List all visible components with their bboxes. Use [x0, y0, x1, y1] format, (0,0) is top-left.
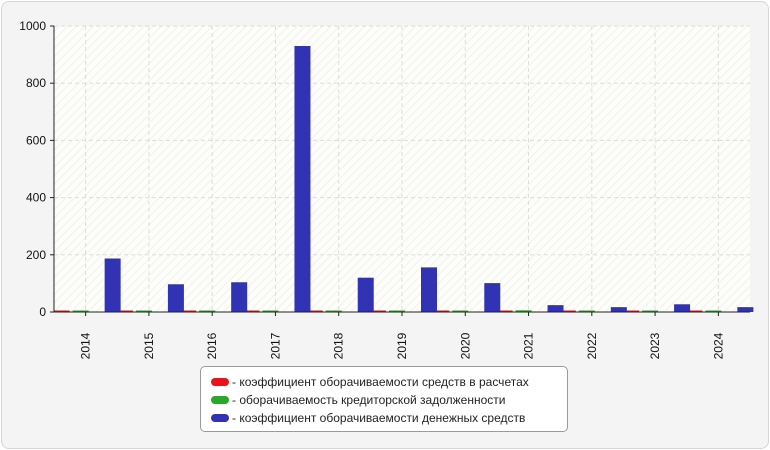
bar-series0-2023 [623, 310, 640, 312]
bar-series0-2024 [686, 310, 703, 312]
grid-lines [54, 25, 750, 312]
bar-series1-2024 [705, 310, 722, 312]
x-axis-ticks: 2014 2015 2016 2017 2018 2019 2020 2021 2022 2023… [79, 312, 725, 359]
bar-series1-2022 [578, 310, 595, 312]
bar-series0-2017 [243, 310, 260, 312]
bar-series2-2018 [357, 277, 374, 312]
legend-item-0: - коэффициент оборачиваемости средств в … [211, 373, 567, 391]
legend-item-2: - коэффициент оборачиваемости денежных с… [211, 409, 567, 427]
bar-series0-2021 [496, 310, 513, 312]
legend-swatch-0 [211, 378, 229, 386]
bar-series1-2016 [199, 310, 216, 312]
bar-series1-2014 [72, 310, 89, 312]
y-tick-label-0: 0 [39, 305, 46, 319]
legend-label-1: - оборачиваемость кредиторской задолженн… [232, 393, 506, 407]
legend: - коэффициент оборачиваемости средств в … [200, 366, 568, 432]
bar-series2-2022 [610, 307, 627, 312]
x-tick-label-10: 2024 [711, 332, 725, 359]
y-axis-ticks: 0 200 400 600 800 1000 [19, 19, 54, 319]
y-tick-label-1: 200 [26, 248, 46, 262]
bar-series2-2024 [737, 307, 754, 312]
bar-series1-2015 [135, 310, 152, 312]
legend-item-1: - оборачиваемость кредиторской задолженн… [211, 391, 567, 409]
bar-series1-2017 [262, 310, 279, 312]
bar-series1-2023 [642, 310, 659, 312]
bar-series0-2022 [559, 310, 576, 312]
x-tick-label-4: 2018 [332, 332, 346, 359]
bar-series2-2020 [484, 283, 501, 312]
bar-series2-2014 [104, 258, 121, 312]
x-tick-label-8: 2022 [585, 332, 599, 359]
legend-swatch-1 [211, 396, 229, 404]
bar-series0-2020 [433, 310, 450, 312]
y-tick-label-2: 400 [26, 191, 46, 205]
bar-series1-2020 [452, 310, 469, 312]
bars [53, 46, 754, 313]
x-tick-label-9: 2023 [648, 332, 662, 359]
x-tick-label-6: 2020 [458, 332, 472, 359]
legend-label-2: - коэффициент оборачиваемости денежных с… [232, 411, 526, 425]
bar-series0-2019 [370, 310, 386, 312]
legend-swatch-2 [211, 414, 229, 422]
bar-series2-2016 [231, 282, 248, 312]
bar-series2-2021 [547, 305, 564, 312]
bar-series1-2021 [515, 310, 532, 312]
bar-series0-2015 [116, 310, 133, 312]
bar-series2-2017 [294, 46, 311, 313]
x-tick-label-0: 2014 [79, 332, 93, 359]
bar-series1-2018 [325, 310, 342, 312]
bar-series2-2023 [674, 304, 691, 312]
bar-series0-2018 [306, 310, 323, 312]
bar-series0-2014 [53, 310, 70, 312]
x-tick-label-2: 2016 [205, 332, 219, 359]
y-tick-label-4: 800 [26, 76, 46, 90]
x-tick-label-7: 2021 [522, 332, 536, 359]
bar-series2-2019 [421, 267, 437, 312]
x-tick-label-1: 2015 [142, 332, 156, 359]
bar-series1-2019 [389, 310, 405, 312]
bar-series2-2015 [167, 284, 184, 312]
y-tick-label-3: 600 [26, 133, 46, 147]
legend-label-0: - коэффициент оборачиваемости средств в … [232, 375, 529, 389]
bar-series0-2016 [180, 310, 197, 312]
x-tick-label-3: 2017 [268, 332, 282, 359]
x-tick-label-5: 2019 [395, 332, 409, 359]
y-tick-label-5: 1000 [19, 19, 46, 33]
